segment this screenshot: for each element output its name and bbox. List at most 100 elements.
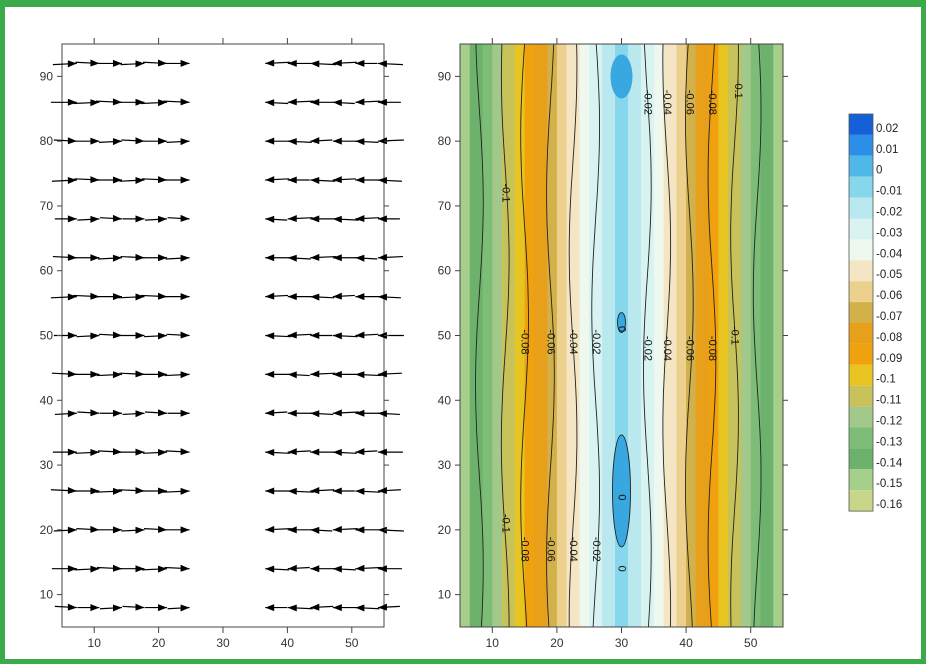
quiver-arrowhead bbox=[180, 409, 190, 417]
colorbar-cell bbox=[849, 176, 873, 198]
contour-band bbox=[534, 44, 539, 627]
quiver-ytick-label: 40 bbox=[40, 393, 54, 407]
contour-label: -0.08 bbox=[706, 336, 718, 361]
quiver-arrowhead bbox=[67, 487, 77, 495]
quiver-ytick-label: 20 bbox=[40, 523, 54, 537]
quiver-arrowhead bbox=[355, 409, 365, 417]
contour-label: -0.06 bbox=[545, 537, 557, 562]
quiver-arrowhead bbox=[90, 604, 100, 612]
contour-band bbox=[589, 44, 594, 627]
quiver-arrowhead bbox=[265, 59, 275, 67]
contour-band bbox=[582, 44, 587, 627]
quiver-arrowhead bbox=[158, 332, 168, 340]
contour-label: -0.08 bbox=[706, 90, 718, 115]
quiver-arrowhead bbox=[287, 409, 297, 417]
quiver-arrowhead bbox=[135, 487, 145, 495]
quiver-arrowhead bbox=[310, 526, 320, 534]
quiver-xtick-label: 10 bbox=[88, 636, 102, 650]
quiver-arrowhead bbox=[67, 98, 77, 106]
quiver-arrowhead bbox=[355, 254, 365, 262]
contour-band bbox=[679, 44, 684, 627]
quiver-arrowhead bbox=[310, 137, 320, 145]
contour-band bbox=[663, 44, 668, 627]
contour-label: -0.1 bbox=[499, 184, 511, 203]
quiver-arrowhead bbox=[67, 176, 77, 184]
quiver-arrowhead bbox=[265, 176, 275, 184]
contour-band bbox=[579, 44, 584, 627]
contour-band bbox=[466, 44, 471, 627]
quiver-arrowhead bbox=[90, 59, 100, 67]
contour-band bbox=[501, 44, 506, 627]
contour-band bbox=[524, 44, 529, 627]
contour-band bbox=[750, 44, 755, 627]
contour-label: -0.04 bbox=[661, 90, 673, 115]
contour-line bbox=[617, 312, 626, 333]
contour-band bbox=[618, 44, 623, 627]
colorbar-cell bbox=[849, 385, 873, 407]
colorbar-cell bbox=[849, 114, 873, 135]
contour-ytick-label: 10 bbox=[438, 588, 452, 602]
quiver-arrowhead bbox=[135, 603, 145, 611]
contour-ytick-label: 80 bbox=[438, 134, 452, 148]
quiver-arrowhead bbox=[265, 525, 275, 533]
contour-line bbox=[520, 44, 529, 627]
contour-band bbox=[640, 44, 645, 627]
quiver-arrowhead bbox=[180, 138, 190, 146]
contour-band bbox=[666, 44, 671, 627]
quiver-arrowhead bbox=[355, 59, 365, 67]
contour-band bbox=[773, 44, 778, 627]
contour-band bbox=[547, 44, 552, 627]
quiver-arrowhead bbox=[180, 59, 190, 67]
quiver-arrowhead bbox=[158, 604, 168, 612]
quiver-arrowhead bbox=[112, 254, 122, 262]
quiver-arrowhead bbox=[310, 98, 320, 106]
quiver-arrowhead bbox=[310, 448, 320, 456]
contour-ytick-label: 70 bbox=[438, 199, 452, 213]
quiver-arrowhead bbox=[310, 410, 320, 418]
quiver-arrowhead bbox=[90, 99, 100, 107]
colorbar-cell bbox=[849, 490, 873, 512]
quiver-arrowhead bbox=[287, 371, 297, 379]
contour-label: -0.02 bbox=[641, 336, 653, 361]
quiver-arrowhead bbox=[332, 137, 342, 145]
contour-band bbox=[695, 44, 700, 627]
quiver-arrowhead bbox=[112, 409, 122, 417]
contour-blob bbox=[617, 312, 626, 333]
quiver-arrowhead bbox=[180, 487, 190, 495]
quiver-ytick-label: 80 bbox=[40, 134, 54, 148]
quiver-arrowhead bbox=[377, 98, 387, 106]
contour-label: -0.04 bbox=[661, 336, 673, 361]
quiver-arrowhead bbox=[377, 603, 387, 611]
contour-axes: 10 20 30 40 50 10 20 30 40 50 60 70 80 90 bbox=[438, 38, 788, 650]
quiver-arrowhead bbox=[355, 604, 365, 612]
quiver-arrowhead bbox=[112, 293, 122, 301]
quiver-arrowhead bbox=[67, 370, 77, 378]
contour-band bbox=[689, 44, 694, 627]
contour-band bbox=[492, 44, 497, 627]
contour-band bbox=[476, 44, 480, 627]
quiver-xtick-label: 20 bbox=[152, 636, 166, 650]
quiver-arrowhead bbox=[180, 448, 190, 456]
quiver-arrowhead bbox=[332, 525, 342, 533]
quiver-arrowhead bbox=[377, 253, 387, 261]
quiver-arrowhead bbox=[158, 409, 168, 417]
contour-band bbox=[724, 44, 729, 627]
quiver-arrowhead bbox=[135, 332, 145, 339]
contour-line bbox=[612, 434, 631, 548]
quiver-ytick-label: 50 bbox=[40, 329, 54, 343]
contour-band bbox=[686, 44, 690, 627]
contour-band bbox=[715, 44, 719, 627]
quiver-arrowhead bbox=[332, 332, 342, 340]
quiver-arrowhead bbox=[332, 176, 342, 184]
contour-band bbox=[692, 44, 697, 627]
contour-xtick-label: 50 bbox=[744, 636, 758, 650]
quiver-arrowhead bbox=[112, 564, 122, 572]
quiver-arrowhead bbox=[112, 214, 122, 222]
quiver-arrowhead bbox=[265, 604, 275, 612]
contour-band bbox=[460, 44, 464, 627]
contour-band bbox=[556, 44, 561, 627]
quiver-arrowhead bbox=[377, 370, 387, 378]
colorbar-label: -0.11 bbox=[876, 395, 901, 407]
